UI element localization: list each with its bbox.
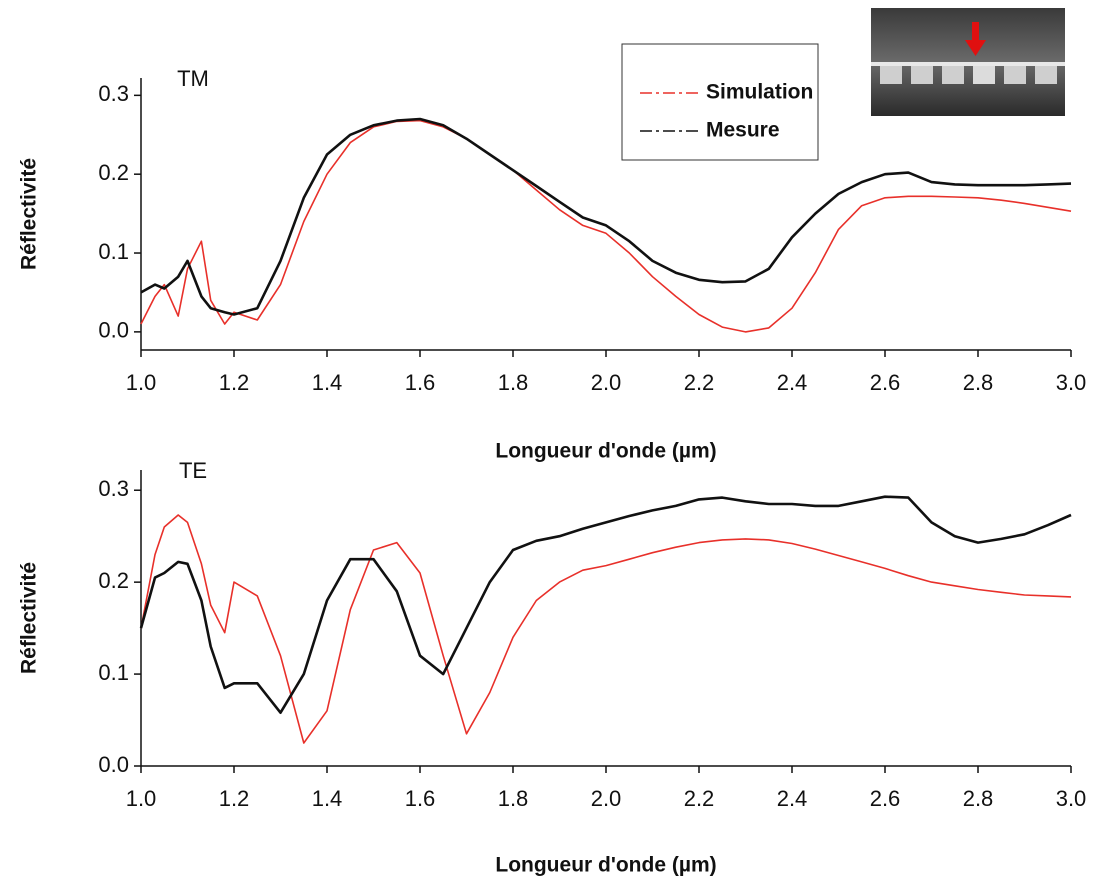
series-line [140,117,1072,316]
x-tick-label: 2.4 [777,786,808,811]
series-line [139,495,1072,714]
x-tick-label: 1.4 [312,786,343,811]
x-tick-label: 1.2 [219,370,250,395]
x-tick-label: 1.8 [498,786,529,811]
y-tick-label: 0.0 [98,752,129,777]
y-tick-label: 0.1 [98,660,129,685]
series-line [140,514,1072,744]
x-tick-label: 2.6 [870,370,901,395]
x-tick-label: 1.0 [126,786,157,811]
x-tick-label: 1.8 [498,370,529,395]
x-tick-label: 2.6 [870,786,901,811]
panel-label: TE [179,458,207,483]
x-axis-label: Longueur d'onde (µm) [495,440,716,463]
x-tick-label: 2.8 [963,370,994,395]
x-tick-label: 1.6 [405,786,436,811]
y-tick-label: 0.3 [98,476,129,501]
x-tick-label: 2.0 [591,370,622,395]
panel-label: TM [177,66,209,91]
y-tick-label: 0.1 [98,239,129,264]
legend-box [621,43,819,161]
y-tick-label: 0.0 [98,318,129,343]
x-tick-label: 1.6 [405,370,436,395]
y-tick-label: 0.3 [98,81,129,106]
x-tick-label: 2.0 [591,786,622,811]
x-tick-label: 2.4 [777,370,808,395]
x-tick-label: 2.2 [684,370,715,395]
y-axis-label: Réflectivité [18,158,41,270]
x-tick-label: 3.0 [1056,370,1087,395]
legend-label: Simulation [706,81,813,104]
x-tick-label: 1.2 [219,786,250,811]
x-tick-label: 3.0 [1056,786,1087,811]
x-tick-label: 2.2 [684,786,715,811]
y-tick-label: 0.2 [98,568,129,593]
x-tick-label: 1.4 [312,370,343,395]
y-axis-label: Réflectivité [18,562,41,674]
x-tick-label: 2.8 [963,786,994,811]
series-line [140,119,1072,333]
x-tick-label: 1.0 [126,370,157,395]
legend-label: Mesure [706,119,780,142]
inset-image [871,8,1065,116]
y-tick-label: 0.2 [98,160,129,185]
x-axis-label: Longueur d'onde (µm) [495,854,716,877]
